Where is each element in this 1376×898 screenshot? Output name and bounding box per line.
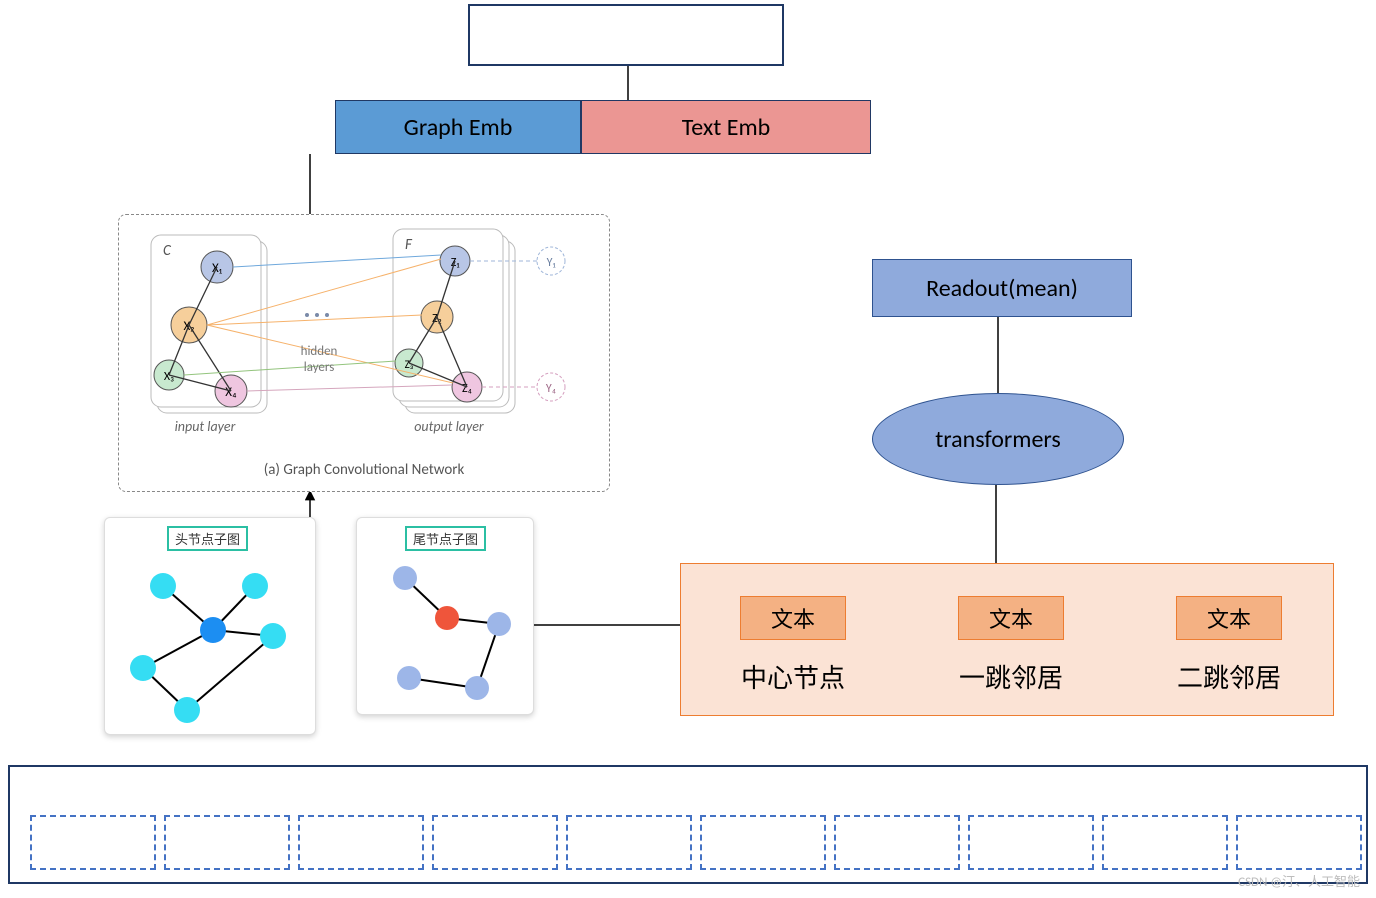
readout-box: Readout(mean) <box>872 259 1132 317</box>
svg-text:X₃: X₃ <box>164 370 174 384</box>
text-sub-1: 一跳邻居 <box>936 658 1086 695</box>
text-emb-box: Text Emb <box>581 100 871 154</box>
transformers-label: transformers <box>935 425 1060 454</box>
transformers-ellipse: transformers <box>872 393 1124 485</box>
bottom-dashed-cell <box>164 815 290 870</box>
svg-text:input layer: input layer <box>175 418 236 435</box>
svg-text:X₄: X₄ <box>225 385 237 400</box>
graph-emb-box: Graph Emb <box>335 100 581 154</box>
bottom-dashed-cell <box>298 815 424 870</box>
bottom-dashed-cell <box>1236 815 1362 870</box>
bottom-dashed-cell <box>30 815 156 870</box>
gcn-caption: (a) Graph Convolutional Network <box>119 461 609 479</box>
bottom-dashed-cell <box>834 815 960 870</box>
tail-subgraph-card: 尾节点子图 <box>356 517 534 715</box>
watermark: CSDN @汀、人工智能 <box>1238 871 1360 890</box>
text-emb-label: Text Emb <box>682 113 771 142</box>
text-pill-0: 文本 <box>740 596 846 640</box>
head-subgraph-title: 头节点子图 <box>167 526 248 551</box>
bottom-dashed-cell <box>968 815 1094 870</box>
readout-label: Readout(mean) <box>926 274 1078 303</box>
gcn-panel: C F X₁ X₂ X₃ X₄ Z₁ Z₂ Z₃ Z₄ Y₁ Y₄ <box>118 214 610 492</box>
bottom-dashed-cell <box>700 815 826 870</box>
svg-text:Y₄: Y₄ <box>546 382 556 396</box>
svg-text:hidden: hidden <box>301 344 338 359</box>
text-sub-0: 中心节点 <box>718 658 868 695</box>
bottom-dashed-cell <box>1102 815 1228 870</box>
text-sub-2: 二跳邻居 <box>1154 658 1304 695</box>
svg-text:Z₄: Z₄ <box>462 382 472 396</box>
top-box <box>468 4 784 66</box>
svg-text:output layer: output layer <box>414 418 484 435</box>
text-pill-0-label: 文本 <box>771 602 815 634</box>
graph-emb-label: Graph Emb <box>404 113 513 142</box>
svg-text:layers: layers <box>304 360 335 375</box>
text-pill-1-label: 文本 <box>989 602 1033 634</box>
svg-text:C: C <box>163 242 172 260</box>
svg-text:F: F <box>405 236 413 254</box>
text-pill-1: 文本 <box>958 596 1064 640</box>
svg-text:Y₁: Y₁ <box>547 256 556 270</box>
bottom-dashed-cell <box>432 815 558 870</box>
head-subgraph-card: 头节点子图 <box>104 517 316 735</box>
tail-subgraph-title: 尾节点子图 <box>405 526 486 551</box>
text-pill-2-label: 文本 <box>1207 602 1251 634</box>
text-pill-2: 文本 <box>1176 596 1282 640</box>
bottom-dashed-cell <box>566 815 692 870</box>
gcn-svg: C F X₁ X₂ X₃ X₄ Z₁ Z₂ Z₃ Z₄ Y₁ Y₄ <box>119 215 611 463</box>
